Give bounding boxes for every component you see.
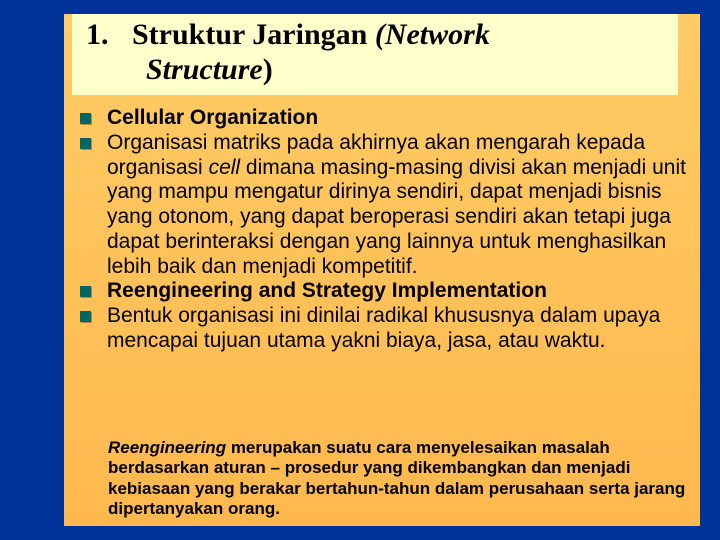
slide: 1.Struktur Jaringan (Network Structure) … bbox=[64, 14, 700, 526]
item-text: Cellular Organization bbox=[107, 106, 686, 131]
title-number: 1. bbox=[86, 18, 132, 53]
content-area: Cellular Organization Organisasi matriks… bbox=[80, 106, 686, 354]
item-text: Organisasi matriks pada akhirnya akan me… bbox=[107, 131, 686, 280]
list-item: Cellular Organization bbox=[80, 106, 686, 131]
list-item: Organisasi matriks pada akhirnya akan me… bbox=[80, 131, 686, 280]
title-line1-plain: Struktur Jaringan bbox=[132, 18, 375, 51]
footer-text: Reengineering merupakan suatu cara menye… bbox=[108, 438, 686, 520]
bullet-icon bbox=[80, 138, 91, 149]
bullet-icon bbox=[80, 113, 91, 124]
title-line1-italic: (Network bbox=[375, 18, 490, 51]
footer-italic: Reengineering bbox=[108, 438, 226, 457]
item-text: Reengineering and Strategy Implementatio… bbox=[107, 279, 686, 304]
item-text: Bentuk organisasi ini dinilai radikal kh… bbox=[107, 304, 686, 354]
bullet-icon bbox=[80, 286, 91, 297]
bullet-icon bbox=[80, 311, 91, 322]
slide-title: 1.Struktur Jaringan (Network Structure) bbox=[72, 18, 678, 87]
title-line2-italic: Structure bbox=[146, 53, 263, 86]
list-item: Reengineering and Strategy Implementatio… bbox=[80, 279, 686, 304]
title-box: 1.Struktur Jaringan (Network Structure) bbox=[72, 14, 678, 95]
title-line2-plain: ) bbox=[263, 53, 273, 86]
list-item: Bentuk organisasi ini dinilai radikal kh… bbox=[80, 304, 686, 354]
